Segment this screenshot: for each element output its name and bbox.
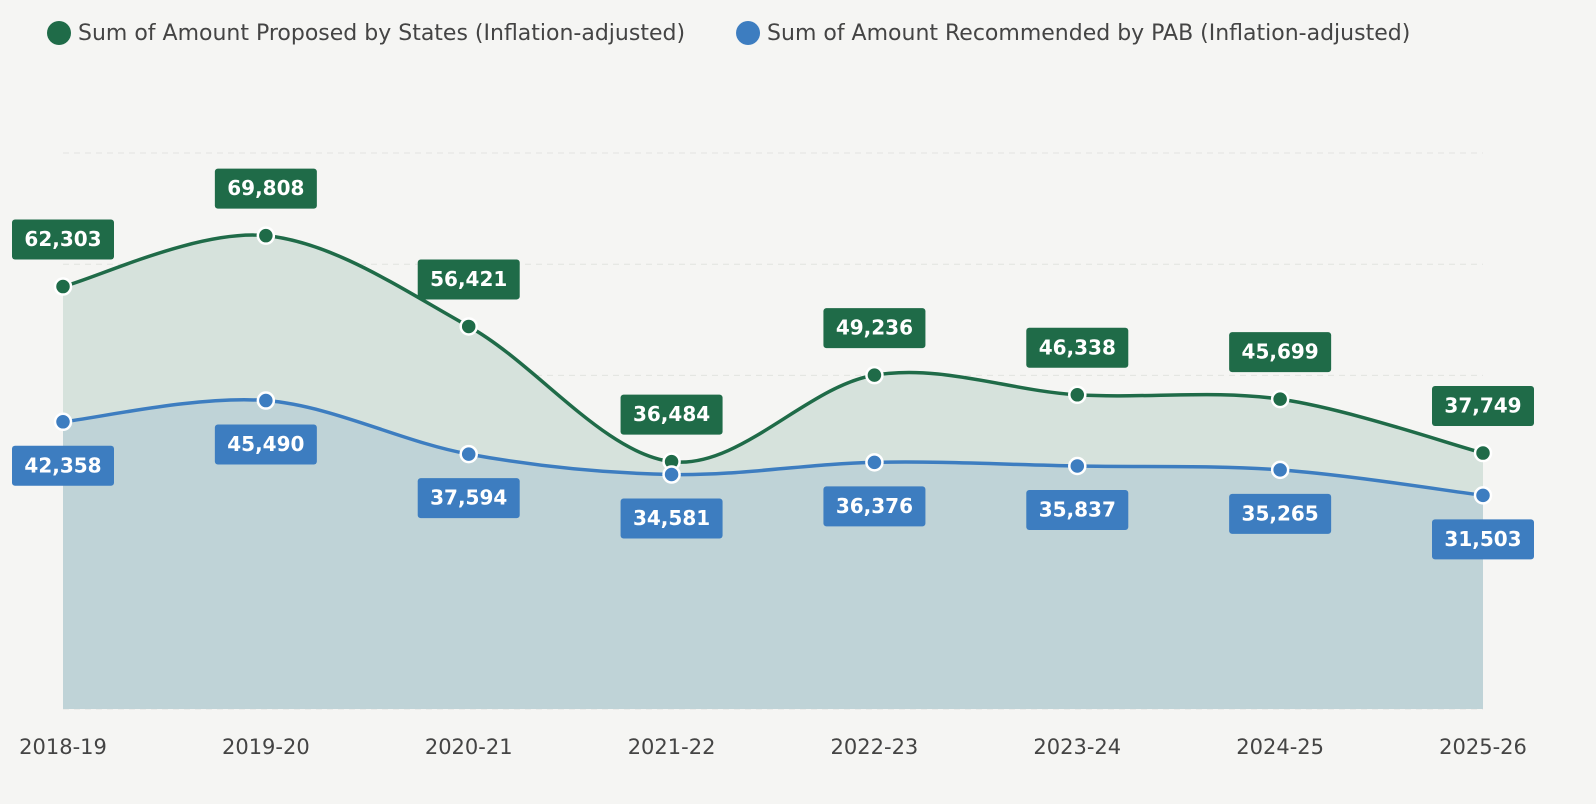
data-label-box xyxy=(12,445,114,486)
x-tick-label: 2021-22 xyxy=(628,735,716,759)
area xyxy=(63,399,1483,709)
data-label-box xyxy=(1026,490,1129,531)
data-label: 62,303 xyxy=(24,227,101,251)
point xyxy=(1473,443,1493,463)
point xyxy=(459,317,478,336)
legend-label: Sum of Amount Recommended by PAB (Inflat… xyxy=(767,21,1410,46)
line xyxy=(62,398,1484,498)
point xyxy=(1270,389,1290,409)
point xyxy=(53,277,73,296)
data-label: 46,338 xyxy=(1039,335,1116,359)
data-label-box xyxy=(1229,332,1332,373)
data-label: 31,503 xyxy=(1444,527,1521,551)
data-label-box xyxy=(1026,327,1129,368)
x-tick-label: 2024-25 xyxy=(1236,735,1324,759)
legend-label: Sum of Amount Proposed by States (Inflat… xyxy=(78,21,685,46)
x-tick-label: 2025-26 xyxy=(1439,735,1527,759)
data-label-box xyxy=(1229,493,1332,534)
data-label: 36,484 xyxy=(633,402,710,426)
point xyxy=(459,444,478,464)
point xyxy=(662,465,681,484)
x-tick-label: 2022-23 xyxy=(831,735,919,759)
data-label: 37,749 xyxy=(1444,394,1521,418)
data-label: 35,265 xyxy=(1242,501,1319,525)
x-tick-label: 2020-21 xyxy=(425,735,513,759)
data-label-box xyxy=(620,498,723,539)
data-label-box xyxy=(823,486,926,527)
data-label: 35,837 xyxy=(1039,498,1116,522)
x-tick-label: 2019-20 xyxy=(222,735,310,759)
data-label-box xyxy=(417,478,520,519)
data-label-box xyxy=(214,424,317,465)
point xyxy=(1270,460,1290,480)
line xyxy=(62,233,1484,464)
x-tick-label: 2018-19 xyxy=(19,735,107,759)
point xyxy=(53,412,73,432)
data-label-box xyxy=(214,168,317,209)
data-label-box xyxy=(1432,386,1534,427)
point xyxy=(1068,385,1087,405)
legend-swatch xyxy=(736,21,761,45)
data-label: 34,581 xyxy=(633,506,710,530)
point xyxy=(256,391,276,410)
point xyxy=(256,226,276,245)
data-label: 42,358 xyxy=(24,453,101,477)
data-label: 69,808 xyxy=(227,176,304,200)
x-tick-label: 2023-24 xyxy=(1033,735,1121,759)
data-label: 45,699 xyxy=(1242,340,1319,364)
data-label: 49,236 xyxy=(836,316,913,340)
data-label-box xyxy=(823,308,926,349)
data-label: 45,490 xyxy=(227,432,304,456)
point xyxy=(865,453,884,472)
data-label-box xyxy=(417,259,520,300)
point xyxy=(865,365,884,385)
data-label: 36,376 xyxy=(836,494,913,518)
data-label-box xyxy=(12,219,114,260)
data-label-box xyxy=(620,394,723,435)
point xyxy=(1068,456,1087,476)
data-label: 37,594 xyxy=(430,486,507,510)
legend-swatch xyxy=(47,21,71,45)
data-label: 56,421 xyxy=(430,267,507,291)
point xyxy=(1473,486,1493,505)
data-label-box xyxy=(1432,519,1534,560)
